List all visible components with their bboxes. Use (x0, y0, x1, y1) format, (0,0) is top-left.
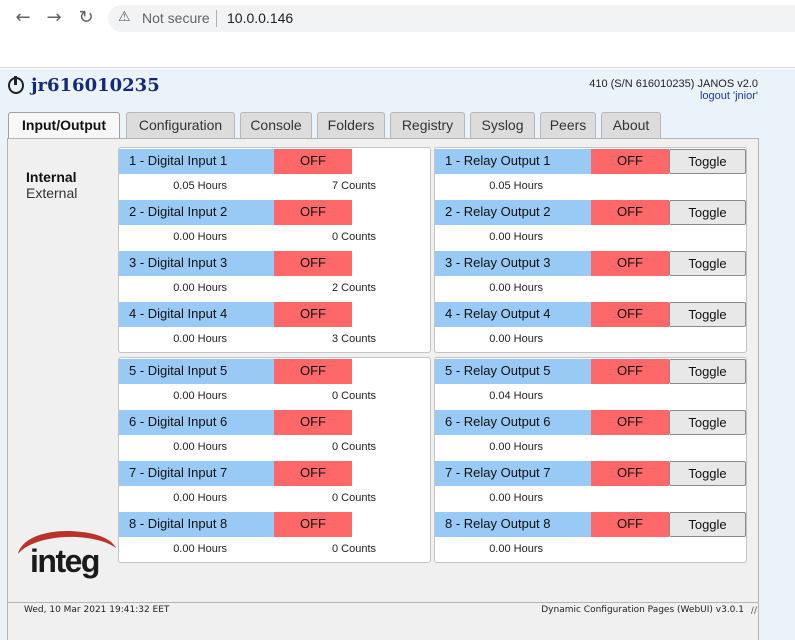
input-counts-5: 0 Counts (331, 390, 376, 402)
output-hours-5: 0.04 Hours (489, 390, 543, 402)
io-panel: Internal External 1 - Digital Input 1 OF… (7, 138, 759, 640)
output-label-1: 1 - Relay Output 1 (435, 149, 591, 174)
forward-arrow-icon[interactable]: → (46, 7, 62, 28)
warning-triangle-icon[interactable]: ⚠ (118, 9, 131, 25)
integ-logo-text: integ (30, 543, 99, 579)
output-hours-1: 0.05 Hours (489, 180, 543, 192)
page: jr616010235 410 (S/N 616010235) JANOS v2… (0, 69, 795, 640)
tab-registry[interactable]: Registry (390, 112, 465, 138)
output-label-2: 2 - Relay Output 2 (435, 200, 591, 225)
output-hours-6: 0.00 Hours (489, 441, 543, 453)
input-counts-6: 0 Counts (331, 441, 376, 453)
toggle-button-6[interactable]: Toggle (669, 410, 746, 435)
security-label[interactable]: Not secure (142, 10, 210, 26)
input-counts-1: 7 Counts (331, 180, 376, 192)
input-counts-3: 2 Counts (331, 282, 376, 294)
input-hours-6: 0.00 Hours (173, 441, 227, 453)
input-hours-8: 0.00 Hours (173, 543, 227, 555)
tab-syslog[interactable]: Syslog (470, 112, 535, 138)
url-text[interactable]: 10.0.0.146 (227, 10, 294, 26)
tab-folders[interactable]: Folders (317, 112, 385, 138)
input-label-2: 2 - Digital Input 2 (119, 200, 274, 225)
back-arrow-icon[interactable]: ← (15, 7, 31, 28)
output-hours-4: 0.00 Hours (489, 333, 543, 345)
sidebar-item-external[interactable]: External (26, 185, 78, 201)
tab-console[interactable]: Console (240, 112, 312, 138)
output-state-2: OFF (591, 200, 669, 225)
input-hours-2: 0.00 Hours (173, 231, 227, 243)
address-bar[interactable]: ⚠ Not secure 10.0.0.146 (108, 5, 795, 32)
input-counts-4: 3 Counts (331, 333, 376, 345)
toggle-button-3[interactable]: Toggle (669, 251, 746, 276)
output-state-5: OFF (591, 359, 669, 384)
tab-peers[interactable]: Peers (540, 112, 596, 138)
output-label-4: 4 - Relay Output 4 (435, 302, 591, 327)
power-logo-icon (8, 76, 24, 94)
output-hours-7: 0.00 Hours (489, 492, 543, 504)
integ-logo: integ (18, 530, 116, 579)
input-label-6: 6 - Digital Input 6 (119, 410, 274, 435)
input-label-7: 7 - Digital Input 7 (119, 461, 274, 486)
resize-grip-icon[interactable]: ∕∕ (750, 606, 757, 616)
output-label-6: 6 - Relay Output 6 (435, 410, 591, 435)
input-state-7: OFF (274, 461, 352, 486)
input-counts-8: 0 Counts (331, 543, 376, 555)
tab-configuration[interactable]: Configuration (126, 112, 235, 138)
output-label-5: 5 - Relay Output 5 (435, 359, 591, 384)
input-state-1: OFF (274, 149, 352, 174)
tab-about[interactable]: About (601, 112, 661, 138)
output-hours-2: 0.00 Hours (489, 231, 543, 243)
output-label-3: 3 - Relay Output 3 (435, 251, 591, 276)
input-hours-1: 0.05 Hours (173, 180, 227, 192)
output-hours-8: 0.00 Hours (489, 543, 543, 555)
toggle-button-1[interactable]: Toggle (669, 149, 746, 174)
output-state-8: OFF (591, 512, 669, 537)
input-state-2: OFF (274, 200, 352, 225)
footer-bar (7, 581, 759, 603)
page-title: jr616010235 (31, 75, 160, 96)
toggle-button-7[interactable]: Toggle (669, 461, 746, 486)
output-state-7: OFF (591, 461, 669, 486)
logout-link[interactable]: logout 'jnior' (699, 90, 758, 102)
url-divider (216, 10, 217, 27)
input-label-4: 4 - Digital Input 4 (119, 302, 274, 327)
output-state-4: OFF (591, 302, 669, 327)
input-hours-3: 0.00 Hours (173, 282, 227, 294)
input-counts-2: 0 Counts (331, 231, 376, 243)
input-counts-7: 0 Counts (331, 492, 376, 504)
output-state-1: OFF (591, 149, 669, 174)
input-label-8: 8 - Digital Input 8 (119, 512, 274, 537)
input-state-5: OFF (274, 359, 352, 384)
input-label-3: 3 - Digital Input 3 (119, 251, 274, 276)
toggle-button-4[interactable]: Toggle (669, 302, 746, 327)
footer-version: Dynamic Configuration Pages (WebUI) v3.0… (541, 605, 744, 615)
browser-chrome: ← → ↻ ⚠ Not secure 10.0.0.146 (0, 0, 795, 68)
tab-input-output[interactable]: Input/Output (8, 112, 120, 139)
input-state-6: OFF (274, 410, 352, 435)
output-label-7: 7 - Relay Output 7 (435, 461, 591, 486)
input-hours-5: 0.00 Hours (173, 390, 227, 402)
reload-icon[interactable]: ↻ (78, 7, 94, 28)
footer-timestamp: Wed, 10 Mar 2021 19:41:32 EET (24, 605, 170, 615)
input-hours-7: 0.00 Hours (173, 492, 227, 504)
input-state-8: OFF (274, 512, 352, 537)
sidebar-item-internal[interactable]: Internal (26, 169, 77, 185)
toggle-button-8[interactable]: Toggle (669, 512, 746, 537)
output-state-6: OFF (591, 410, 669, 435)
output-state-3: OFF (591, 251, 669, 276)
toggle-button-2[interactable]: Toggle (669, 200, 746, 225)
input-label-5: 5 - Digital Input 5 (119, 359, 274, 384)
toggle-button-5[interactable]: Toggle (669, 359, 746, 384)
device-info: 410 (S/N 616010235) JANOS v2.0 (589, 78, 758, 90)
output-hours-3: 0.00 Hours (489, 282, 543, 294)
input-state-3: OFF (274, 251, 352, 276)
input-hours-4: 0.00 Hours (173, 333, 227, 345)
input-label-1: 1 - Digital Input 1 (119, 149, 274, 174)
input-state-4: OFF (274, 302, 352, 327)
output-label-8: 8 - Relay Output 8 (435, 512, 591, 537)
